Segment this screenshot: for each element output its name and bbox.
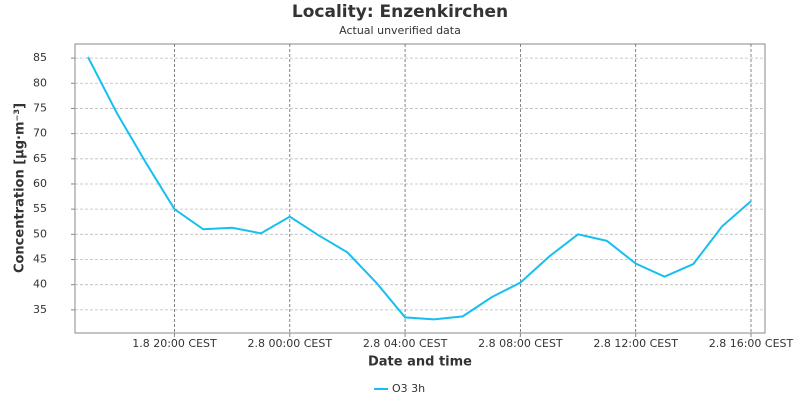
plot-area (74, 43, 766, 334)
chart-subtitle: Actual unverified data (339, 24, 461, 37)
x-tick-label: 1.8 20:00 CEST (132, 337, 217, 350)
legend-label: O3 3h (392, 382, 425, 395)
y-tick-label: 75 (33, 101, 47, 114)
y-axis-title: Concentration [µg·m⁻³] (13, 103, 28, 273)
y-tick-label: 55 (33, 202, 47, 215)
x-tick-label: 2.8 12:00 CEST (593, 337, 678, 350)
y-tick-label: 50 (33, 227, 47, 240)
y-tick-label: 35 (33, 303, 47, 316)
y-tick-label: 45 (33, 252, 47, 265)
x-tick-label: 2.8 16:00 CEST (709, 337, 794, 350)
y-tick-label: 70 (33, 127, 47, 140)
y-tick-label: 40 (33, 278, 47, 291)
x-tick-label: 2.8 04:00 CEST (363, 337, 448, 350)
y-tick-label: 65 (33, 152, 47, 165)
x-tick-label: 2.8 00:00 CEST (248, 337, 333, 350)
y-tick-label: 60 (33, 177, 47, 190)
chart-title: Locality: Enzenkirchen (292, 2, 508, 22)
data-line (87, 56, 752, 321)
y-tick-label: 85 (33, 51, 47, 64)
x-axis-title: Date and time (368, 355, 472, 370)
x-tick-label: 2.8 08:00 CEST (478, 337, 563, 350)
y-tick-label: 80 (33, 76, 47, 89)
